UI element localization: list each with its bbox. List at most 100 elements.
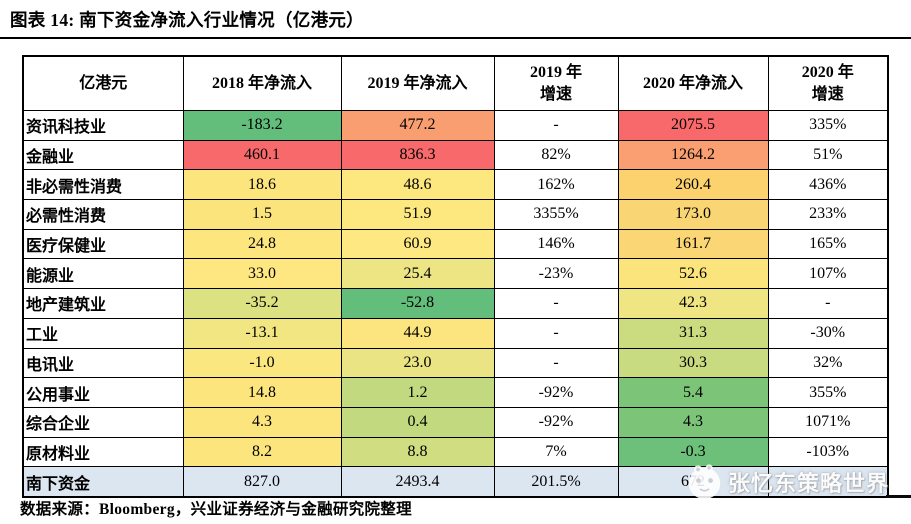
- cell-2020-growth: 1071%: [767, 406, 889, 438]
- title-divider: [0, 37, 911, 39]
- row-label: 必需性消费: [22, 199, 184, 230]
- cell-2018-inflow: -13.1: [182, 317, 342, 349]
- cell-2020-inflow: 5.4: [617, 377, 769, 408]
- cell-2019-inflow: 8.8: [340, 436, 495, 468]
- cell-2019-inflow: 836.3: [340, 139, 495, 171]
- cell-2019-inflow: 0.4: [340, 406, 495, 438]
- header-row: 亿港元 2018 年净流入 2019 年净流入 2019 年 增速 2020 年…: [22, 55, 889, 111]
- col-header-2018-inflow: 2018 年净流入: [182, 55, 342, 111]
- table-row: 医疗保健业 24.8 60.9 146% 161.7 165%: [22, 228, 889, 260]
- cell-2018-inflow: 1.5: [182, 199, 342, 230]
- cell-2019-growth: -: [493, 317, 619, 349]
- cell-2019-inflow: -52.8: [340, 288, 495, 319]
- watermark-text: 张忆东策略世界: [728, 470, 890, 496]
- total-2018-inflow: 827.0: [182, 466, 342, 498]
- cell-2019-growth: 3355%: [493, 199, 619, 230]
- cell-2019-growth: 7%: [493, 436, 619, 468]
- cell-2018-inflow: -35.2: [182, 288, 342, 319]
- cell-2020-inflow: 30.3: [617, 347, 769, 379]
- cell-2019-inflow: 23.0: [340, 347, 495, 379]
- cell-2019-growth: -: [493, 110, 619, 141]
- page-title: 图表 14: 南下资金净流入行业情况（亿港元）: [10, 10, 364, 30]
- row-label: 电讯业: [22, 347, 184, 379]
- cell-2018-inflow: 24.8: [182, 228, 342, 260]
- data-source-note: 数据来源：Bloomberg，兴业证券经济与金融研究院整理: [20, 501, 412, 518]
- cell-2018-inflow: -1.0: [182, 347, 342, 379]
- cell-2018-inflow: 460.1: [182, 139, 342, 171]
- cell-2019-growth: 162%: [493, 169, 619, 201]
- cell-2020-inflow: 4.3: [617, 406, 769, 438]
- cell-2019-inflow: 1.2: [340, 377, 495, 408]
- row-label: 工业: [22, 317, 184, 349]
- row-label: 资讯科技业: [22, 110, 184, 141]
- cell-2020-inflow: 42.3: [617, 288, 769, 319]
- table-row: 必需性消费 1.5 51.9 3355% 173.0 233%: [22, 199, 889, 230]
- row-label: 非必需性消费: [22, 169, 184, 201]
- cell-2019-growth: -23%: [493, 258, 619, 290]
- cell-2019-inflow: 51.9: [340, 199, 495, 230]
- cell-2019-inflow: 44.9: [340, 317, 495, 349]
- watermark-logo-icon: [688, 464, 721, 500]
- cell-2020-inflow: -0.3: [617, 436, 769, 468]
- cell-2020-growth: 51%: [767, 139, 889, 171]
- table-row: 金融业 460.1 836.3 82% 1264.2 51%: [22, 139, 889, 171]
- table-row: 电讯业 -1.0 23.0 - 30.3 32%: [22, 347, 889, 379]
- table-row: 能源业 33.0 25.4 -23% 52.6 107%: [22, 258, 889, 290]
- cell-2018-inflow: 8.2: [182, 436, 342, 468]
- cell-2020-inflow: 31.3: [617, 317, 769, 349]
- cell-2020-growth: -30%: [767, 317, 889, 349]
- row-label: 金融业: [22, 139, 184, 171]
- cell-2020-growth: 165%: [767, 228, 889, 260]
- row-label: 地产建筑业: [22, 288, 184, 319]
- cell-2020-growth: -103%: [767, 436, 889, 468]
- cell-2018-inflow: 4.3: [182, 406, 342, 438]
- cell-2020-inflow: 173.0: [617, 199, 769, 230]
- col-header-unit: 亿港元: [22, 55, 184, 111]
- cell-2020-growth: -: [767, 288, 889, 319]
- cell-2020-inflow: 161.7: [617, 228, 769, 260]
- watermark: 张忆东策略世界: [686, 463, 889, 500]
- row-label: 医疗保健业: [22, 228, 184, 260]
- cell-2018-inflow: 33.0: [182, 258, 342, 290]
- cell-2020-growth: 32%: [767, 347, 889, 379]
- cell-2019-inflow: 477.2: [340, 110, 495, 141]
- row-label: 综合企业: [22, 406, 184, 438]
- total-row-label: 南下资金: [22, 466, 184, 498]
- cell-2020-growth: 335%: [767, 110, 889, 141]
- cell-2020-inflow: 1264.2: [617, 139, 769, 171]
- table-row: 公用事业 14.8 1.2 -92% 5.4 355%: [22, 377, 889, 408]
- total-2019-inflow: 2493.4: [340, 466, 495, 498]
- total-2019-growth: 201.5%: [493, 466, 619, 498]
- total-2020-growth: [767, 466, 889, 498]
- cell-2019-inflow: 60.9: [340, 228, 495, 260]
- bottom-right-rule: [886, 495, 911, 498]
- cell-2019-inflow: 25.4: [340, 258, 495, 290]
- cell-2020-growth: 107%: [767, 258, 889, 290]
- table-row: 工业 -13.1 44.9 - 31.3 -30%: [22, 317, 889, 349]
- cell-2020-growth: 355%: [767, 377, 889, 408]
- row-label: 原材料业: [22, 436, 184, 468]
- cell-2020-inflow: 260.4: [617, 169, 769, 201]
- cell-2019-inflow: 48.6: [340, 169, 495, 201]
- table-row: 原材料业 8.2 8.8 7% -0.3 -103%: [22, 436, 889, 468]
- cell-2018-inflow: 14.8: [182, 377, 342, 408]
- cell-2019-growth: -92%: [493, 406, 619, 438]
- cell-2018-inflow: -183.2: [182, 110, 342, 141]
- cell-2020-growth: 436%: [767, 169, 889, 201]
- cell-2020-growth: 233%: [767, 199, 889, 230]
- cell-2019-growth: 146%: [493, 228, 619, 260]
- col-header-2020-inflow: 2020 年净流入: [617, 55, 769, 111]
- cell-2018-inflow: 18.6: [182, 169, 342, 201]
- cell-2019-growth: 82%: [493, 139, 619, 171]
- col-header-2019-inflow: 2019 年净流入: [340, 55, 495, 111]
- table-row: 地产建筑业 -35.2 -52.8 - 42.3 -: [22, 288, 889, 319]
- table-row: 非必需性消费 18.6 48.6 162% 260.4 436%: [22, 169, 889, 201]
- cell-2020-inflow: 2075.5: [617, 110, 769, 141]
- row-label: 能源业: [22, 258, 184, 290]
- table-row: 综合企业 4.3 0.4 -92% 4.3 1071%: [22, 406, 889, 438]
- cell-2019-growth: -92%: [493, 377, 619, 408]
- industry-inflow-table: 亿港元 2018 年净流入 2019 年净流入 2019 年 增速 2020 年…: [22, 55, 889, 498]
- table-row: 资讯科技业 -183.2 477.2 - 2075.5 335%: [22, 110, 889, 141]
- cell-2019-growth: -: [493, 288, 619, 319]
